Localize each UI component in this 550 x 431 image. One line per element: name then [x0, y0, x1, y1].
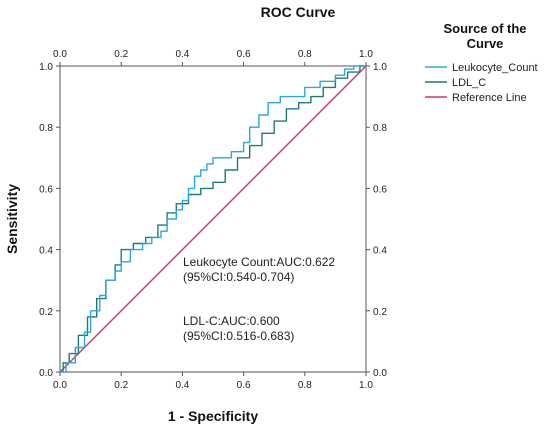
chart-title: ROC Curve [261, 4, 336, 20]
x-axis-bottom: 0.0 0.2 0.4 0.6 0.8 1.0 [53, 372, 373, 391]
y-tick-label-right: 0.6 [373, 184, 387, 195]
x-tick-label-top: 0.6 [237, 49, 251, 60]
legend-label: Leukocyte_Count [452, 62, 538, 74]
x-axis-top: 0.0 0.2 0.4 0.6 0.8 1.0 [53, 49, 373, 66]
x-tick-label-top: 1.0 [359, 49, 373, 60]
legend: Source of the Curve Leukocyte_Count LDL_C… [425, 21, 538, 104]
auc-annotation-line: LDL-C:AUC:0.600 [183, 314, 280, 328]
y-tick-label-right: 0.8 [373, 123, 387, 134]
x-tick-label-bottom: 0.8 [298, 380, 312, 391]
x-tick-label-bottom: 1.0 [359, 380, 373, 391]
x-axis-label: 1 - Specificity [168, 408, 258, 424]
y-tick-label-left: 0.2 [39, 307, 53, 318]
x-tick-label-bottom: 0.6 [237, 380, 251, 391]
y-tick-label-right: 0.4 [373, 246, 387, 257]
x-tick-label-top: 0.8 [298, 49, 312, 60]
y-axis-right: 0.0 0.2 0.4 0.6 0.8 1.0 [366, 62, 387, 379]
plot-frame [59, 65, 367, 373]
y-axis-label: Sensitivity [4, 184, 20, 254]
y-tick-label-left: 0.0 [39, 368, 53, 379]
x-tick-label-top: 0.2 [114, 49, 128, 60]
series-line-ldl-c [60, 65, 366, 373]
legend-label: Reference Line [452, 92, 527, 104]
x-tick-label-bottom: 0.4 [175, 380, 189, 391]
y-tick-label-left: 0.6 [39, 184, 53, 195]
series-line-leukocyte-count [60, 65, 366, 373]
y-tick-label-left: 0.4 [39, 246, 53, 257]
legend-label: LDL_C [452, 77, 486, 89]
y-tick-label-left: 0.8 [39, 123, 53, 134]
x-tick-label-top: 0.0 [53, 49, 67, 60]
legend-title-line-1: Source of the [443, 21, 526, 36]
legend-title-line-2: Curve [467, 36, 504, 51]
y-tick-label-right: 1.0 [373, 62, 387, 73]
series-lines [59, 65, 367, 373]
auc-annotation-line: (95%CI:0.516-0.683) [183, 329, 294, 343]
x-tick-label-bottom: 0.2 [114, 380, 128, 391]
auc-annotations: Leukocyte Count:AUC:0.622(95%CI:0.540-0.… [183, 255, 335, 343]
auc-annotation-line: Leukocyte Count:AUC:0.622 [183, 255, 335, 269]
auc-annotation-line: (95%CI:0.540-0.704) [183, 270, 294, 284]
x-tick-label-top: 0.4 [175, 49, 189, 60]
y-tick-label-right: 0.0 [373, 368, 387, 379]
y-tick-label-left: 1.0 [39, 62, 53, 73]
y-axis-left: 0.0 0.2 0.4 0.6 0.8 1.0 [39, 62, 60, 379]
x-tick-label-bottom: 0.0 [53, 380, 67, 391]
y-tick-label-right: 0.2 [373, 307, 387, 318]
series-line-reference-line [59, 65, 367, 373]
